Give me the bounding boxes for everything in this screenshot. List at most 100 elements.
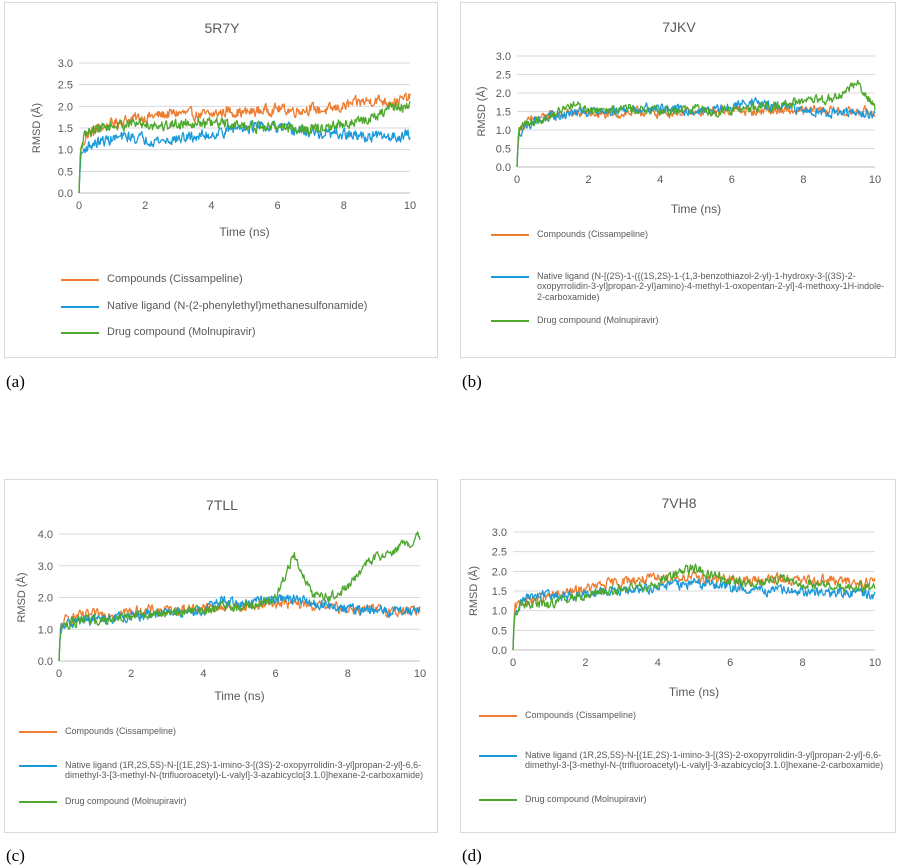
legend-label: Compounds (Cissampeline) xyxy=(525,710,637,720)
y-tick-label: 1.5 xyxy=(492,586,507,598)
legend-label: Native ligand (N-[(2S)-1-({(1S,2S)-1-(1,… xyxy=(537,271,885,302)
x-axis-label: Time (ns) xyxy=(219,225,269,239)
x-tick-label: 8 xyxy=(341,200,347,212)
y-tick-label: 1.0 xyxy=(38,624,53,636)
y-tick-label: 1.0 xyxy=(58,145,73,157)
legend-item: Drug compound (Molnupiravir) xyxy=(479,794,879,804)
x-tick-label: 6 xyxy=(727,657,733,669)
x-tick-label: 4 xyxy=(657,174,663,186)
legend-item: Compounds (Cissampeline) xyxy=(19,726,419,736)
series-line xyxy=(512,563,876,651)
legend-label: Native ligand (1R,2S,5S)-N-[(1E,2S)-1-im… xyxy=(525,750,884,771)
x-tick-label: 0 xyxy=(514,174,520,186)
caption-c: (c) xyxy=(6,846,25,865)
x-tick-label: 10 xyxy=(869,657,881,669)
x-tick-label: 2 xyxy=(142,200,148,212)
x-tick-label: 0 xyxy=(76,200,82,212)
legend-item: Compounds (Cissampeline) xyxy=(491,229,881,239)
x-tick-label: 10 xyxy=(869,174,881,186)
y-tick-label: 0.5 xyxy=(496,144,511,156)
chart-title: 7TLL xyxy=(206,497,238,513)
chart-panel-a: 5R7Y 0.0 0.5 1.0 1.5 2.0 2.5 3.0 0 2 4 6 8 10 Time (ns… xyxy=(4,2,438,358)
series-line xyxy=(78,101,411,194)
x-tick-label: 10 xyxy=(414,668,426,680)
legend-label: Drug compound (Molnupiravir) xyxy=(525,794,647,804)
y-tick-label: 1.0 xyxy=(492,606,507,618)
x-tick-label: 6 xyxy=(729,174,735,186)
legend-label: Drug compound (Molnupiravir) xyxy=(107,326,256,338)
x-tick-label: 8 xyxy=(800,174,806,186)
legend-label: Drug compound (Molnupiravir) xyxy=(537,315,659,325)
y-tick-label: 0.5 xyxy=(58,166,73,178)
x-tick-label: 10 xyxy=(404,200,416,212)
chart-panel-d: 7VH8 0.0 0.5 1.0 1.5 2.0 2.5 3.0 0 2 4 6 8 10 Time (ns… xyxy=(460,479,896,833)
y-tick-label: 1.5 xyxy=(496,107,511,119)
caption-d: (d) xyxy=(462,846,482,865)
legend-item: Native ligand (N-(2-phenylethyl)methanes… xyxy=(61,300,441,313)
series-line xyxy=(78,92,411,194)
y-tick-label: 2.0 xyxy=(58,101,73,113)
legend-swatch xyxy=(479,715,517,717)
x-tick-label: 2 xyxy=(582,657,588,669)
series-line xyxy=(58,531,421,662)
y-tick-label: 2.5 xyxy=(58,80,73,92)
x-tick-label: 2 xyxy=(586,174,592,186)
legend-item: Compounds (Cissampeline) xyxy=(479,710,879,720)
legend-swatch xyxy=(479,755,517,757)
legend-item: Drug compound (Molnupiravir) xyxy=(19,796,419,806)
legend-swatch xyxy=(491,234,529,236)
x-tick-label: 0 xyxy=(510,657,516,669)
legend-item: Native ligand (N-[(2S)-1-({(1S,2S)-1-(1,… xyxy=(491,271,889,302)
legend-item: Native ligand (1R,2S,5S)-N-[(1E,2S)-1-im… xyxy=(479,750,889,771)
x-tick-label: 8 xyxy=(345,668,351,680)
x-axis-label: Time (ns) xyxy=(669,685,719,699)
x-tick-label: 2 xyxy=(128,668,134,680)
y-tick-label: 2.5 xyxy=(492,547,507,559)
series-line xyxy=(516,79,876,168)
legend-label: Compounds (Cissampeline) xyxy=(65,726,177,736)
caption-b: (b) xyxy=(462,372,482,391)
x-axis-label: Time (ns) xyxy=(214,689,264,703)
chart-svg-c: 7TLL 0.0 1.0 2.0 3.0 4.0 0 2 4 6 8 10 Time (ns) RMSD … xyxy=(15,497,426,703)
legend-swatch xyxy=(479,799,517,801)
x-tick-label: 6 xyxy=(275,200,281,212)
x-axis-label: Time (ns) xyxy=(671,202,721,216)
legend-label: Compounds (Cissampeline) xyxy=(537,229,649,239)
y-axis-label: RMSD (Å) xyxy=(467,566,480,616)
x-tick-label: 6 xyxy=(273,668,279,680)
y-tick-label: 3.0 xyxy=(492,527,507,539)
y-axis-label: RMSD (Å) xyxy=(30,103,43,153)
x-tick-label: 8 xyxy=(800,657,806,669)
y-tick-label: 3.0 xyxy=(496,51,511,63)
y-tick-label: 1.0 xyxy=(496,125,511,137)
chart-title: 5R7Y xyxy=(204,20,240,36)
y-tick-label: 0.0 xyxy=(38,656,53,668)
legend-swatch xyxy=(19,801,57,803)
chart-panel-b: 7JKV 0.0 0.5 1.0 1.5 2.0 2.5 3.0 0 2 4 6 8 10 Time (ns… xyxy=(460,2,896,358)
legend-swatch xyxy=(491,320,529,322)
y-tick-label: 2.0 xyxy=(38,593,53,605)
legend-swatch xyxy=(61,332,99,334)
legend-label: Native ligand (1R,2S,5S)-N-[(1E,2S)-1-im… xyxy=(65,760,424,781)
y-tick-label: 2.5 xyxy=(496,70,511,82)
chart-svg-b: 7JKV 0.0 0.5 1.0 1.5 2.0 2.5 3.0 0 2 4 6 8 10 Time (ns… xyxy=(475,19,881,216)
y-axis-label: RMSD (Å) xyxy=(475,86,488,136)
x-tick-label: 0 xyxy=(56,668,62,680)
chart-svg-d: 7VH8 0.0 0.5 1.0 1.5 2.0 2.5 3.0 0 2 4 6 8 10 Time (ns… xyxy=(467,495,881,699)
x-tick-label: 4 xyxy=(208,200,214,212)
series-line xyxy=(516,96,876,168)
legend-swatch xyxy=(61,306,99,308)
legend-item: Drug compound (Molnupiravir) xyxy=(491,315,881,325)
legend-swatch xyxy=(491,276,529,278)
chart-title: 7JKV xyxy=(662,19,696,35)
legend-item: Drug compound (Molnupiravir) xyxy=(61,326,421,339)
chart-panel-c: 7TLL 0.0 1.0 2.0 3.0 4.0 0 2 4 6 8 10 Time (ns) RMSD … xyxy=(4,479,438,833)
y-tick-label: 3.0 xyxy=(38,561,53,573)
legend-item: Compounds (Cissampeline) xyxy=(61,273,421,286)
y-tick-label: 0.0 xyxy=(58,188,73,200)
y-tick-label: 0.5 xyxy=(492,625,507,637)
legend-label: Compounds (Cissampeline) xyxy=(107,273,243,285)
y-tick-label: 4.0 xyxy=(38,529,53,541)
series-line xyxy=(58,593,421,662)
y-axis-label: RMSD (Å) xyxy=(15,572,28,622)
